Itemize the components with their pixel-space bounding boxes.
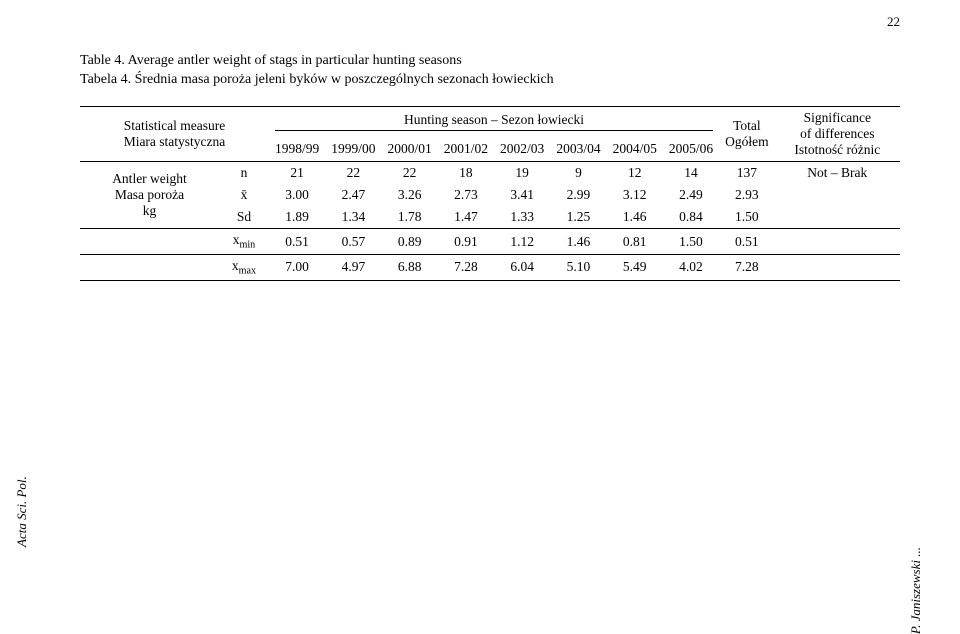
- header-stub: Statistical measure Miara statystyczna: [80, 106, 269, 162]
- row-xmax: xmax 7.00 4.97 6.88 7.28 6.04 5.10 5.49 …: [80, 255, 900, 281]
- season-5: 2003/04: [550, 136, 606, 162]
- data-table: Statistical measure Miara statystyczna H…: [80, 106, 900, 281]
- trait-label: Antler weight Masa poroża kg: [80, 162, 219, 229]
- sd-7: 0.84: [663, 206, 719, 229]
- total-line-2: Ogółem: [725, 134, 769, 150]
- caption-line-2: Tabela 4. Średnia masa poroża jeleni byk…: [80, 71, 900, 90]
- n-sig: Not – Brak: [775, 162, 900, 185]
- mean-2: 3.26: [382, 184, 438, 206]
- xmin-2: 0.89: [382, 229, 438, 255]
- xmin-5: 1.46: [550, 229, 606, 255]
- xmax-5: 5.10: [550, 255, 606, 281]
- stat-label-xmax: xmax: [219, 255, 269, 281]
- season-6: 2004/05: [607, 136, 663, 162]
- xmin-4: 1.12: [494, 229, 550, 255]
- season-0: 1998/99: [269, 136, 325, 162]
- sd-4: 1.33: [494, 206, 550, 229]
- xmax-total: 7.28: [719, 255, 775, 281]
- header-season-group: Hunting season – Sezon łowiecki: [269, 106, 719, 136]
- page-number: 22: [887, 14, 900, 30]
- sd-1: 1.34: [325, 206, 381, 229]
- mean-sig: [775, 184, 900, 206]
- mean-3: 2.73: [438, 184, 494, 206]
- n-5: 9: [550, 162, 606, 185]
- stat-label-n: n: [219, 162, 269, 185]
- n-0: 21: [269, 162, 325, 185]
- trait-line-2: Masa poroża: [86, 187, 213, 203]
- trait-line-3: kg: [86, 203, 213, 219]
- xmin-sig: [775, 229, 900, 255]
- mean-5: 2.99: [550, 184, 606, 206]
- xmax-1: 4.97: [325, 255, 381, 281]
- sig-line-2: of differences: [781, 126, 894, 142]
- xmax-sig: [775, 255, 900, 281]
- season-2: 2000/01: [382, 136, 438, 162]
- season-1: 1999/00: [325, 136, 381, 162]
- n-2: 22: [382, 162, 438, 185]
- caption-line-1: Table 4. Average antler weight of stags …: [80, 52, 900, 71]
- footer-right: P. Janiszewski ...: [908, 547, 924, 634]
- row-xmin: xmin 0.51 0.57 0.89 0.91 1.12 1.46 0.81 …: [80, 229, 900, 255]
- xmax-3: 7.28: [438, 255, 494, 281]
- xmax-7: 4.02: [663, 255, 719, 281]
- stub-line-2: Miara statystyczna: [86, 134, 263, 150]
- xmax-2: 6.88: [382, 255, 438, 281]
- sig-line-3: Istotność różnic: [781, 142, 894, 158]
- xmax-4: 6.04: [494, 255, 550, 281]
- season-4: 2002/03: [494, 136, 550, 162]
- mean-6: 3.12: [607, 184, 663, 206]
- xmin-1: 0.57: [325, 229, 381, 255]
- n-total: 137: [719, 162, 775, 185]
- stat-label-sd: Sd: [219, 206, 269, 229]
- sd-sig: [775, 206, 900, 229]
- n-3: 18: [438, 162, 494, 185]
- n-6: 12: [607, 162, 663, 185]
- mean-4: 3.41: [494, 184, 550, 206]
- mean-7: 2.49: [663, 184, 719, 206]
- header-significance: Significance of differences Istotność ró…: [775, 106, 900, 162]
- table-caption: Table 4. Average antler weight of stags …: [80, 52, 900, 90]
- total-line-1: Total: [725, 118, 769, 134]
- sd-2: 1.78: [382, 206, 438, 229]
- sd-3: 1.47: [438, 206, 494, 229]
- season-7: 2005/06: [663, 136, 719, 162]
- row-n: Antler weight Masa poroża kg n 21 22 22 …: [80, 162, 900, 185]
- xmin-3: 0.91: [438, 229, 494, 255]
- n-4: 19: [494, 162, 550, 185]
- header-total: Total Ogółem: [719, 106, 775, 162]
- n-1: 22: [325, 162, 381, 185]
- xmin-6: 0.81: [607, 229, 663, 255]
- stat-label-xmin: xmin: [219, 229, 269, 255]
- season-3: 2001/02: [438, 136, 494, 162]
- xmin-7: 1.50: [663, 229, 719, 255]
- sig-line-1: Significance: [781, 110, 894, 126]
- mean-0: 3.00: [269, 184, 325, 206]
- sd-total: 1.50: [719, 206, 775, 229]
- n-7: 14: [663, 162, 719, 185]
- xmax-6: 5.49: [607, 255, 663, 281]
- stat-label-mean: x̄: [219, 184, 269, 206]
- footer-left: Acta Sci. Pol.: [14, 476, 30, 547]
- xmin-total: 0.51: [719, 229, 775, 255]
- xmin-0: 0.51: [269, 229, 325, 255]
- sd-5: 1.25: [550, 206, 606, 229]
- mean-1: 2.47: [325, 184, 381, 206]
- sd-0: 1.89: [269, 206, 325, 229]
- stub-line-1: Statistical measure: [86, 118, 263, 134]
- xmax-0: 7.00: [269, 255, 325, 281]
- trait-line-1: Antler weight: [86, 171, 213, 187]
- mean-total: 2.93: [719, 184, 775, 206]
- page: 22 Table 4. Average antler weight of sta…: [0, 0, 960, 571]
- sd-6: 1.46: [607, 206, 663, 229]
